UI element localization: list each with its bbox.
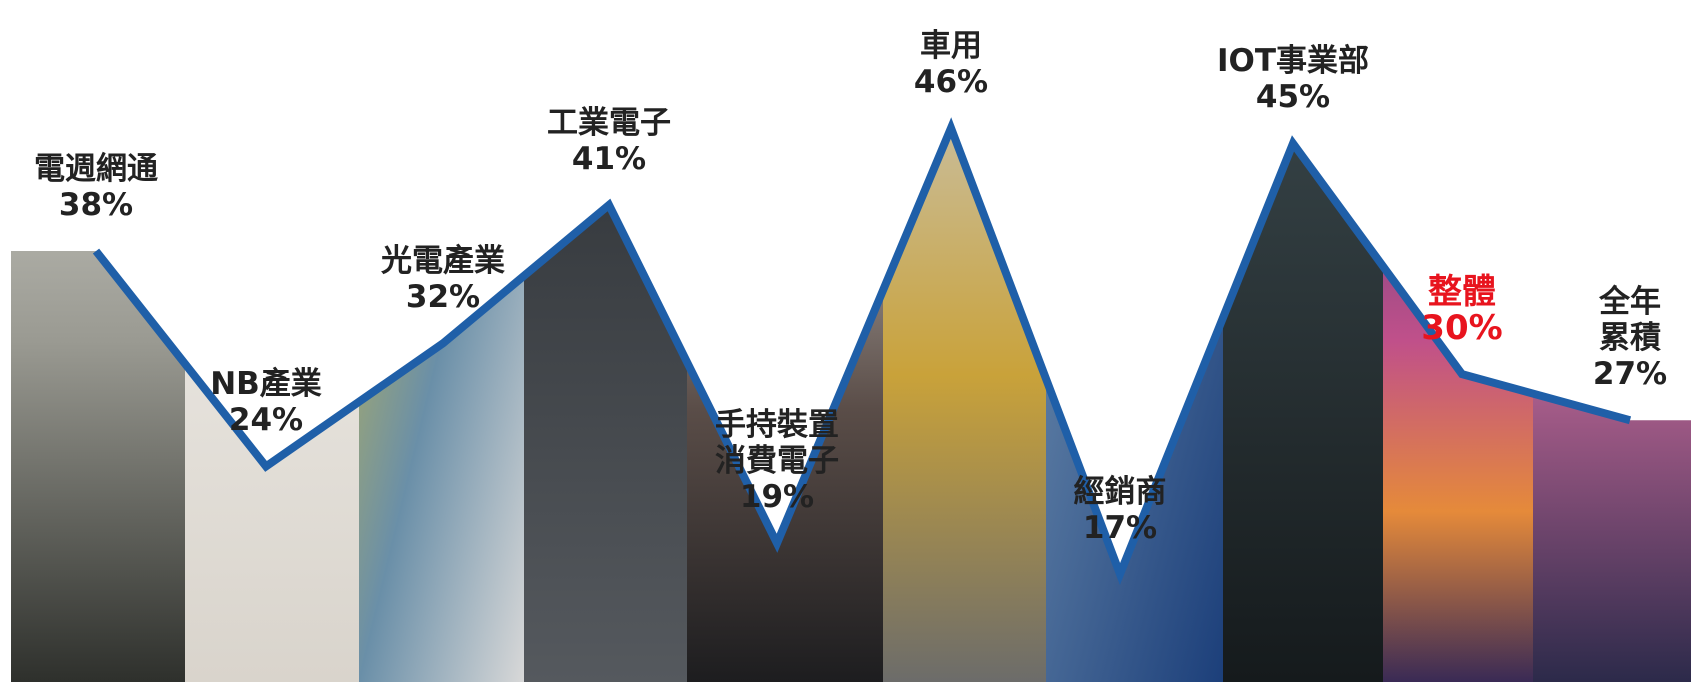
category-label: IOT事業部 [1216, 43, 1370, 80]
value-label: 24% [228, 402, 304, 439]
category-label: 手持裝置 消費電子 [715, 407, 839, 480]
category-label: 全年累積 [1598, 284, 1661, 357]
value-label: 46% [913, 64, 989, 101]
category-label: 電週網通 [34, 151, 158, 188]
data-label: NB產業 24% [210, 366, 322, 438]
value-label: 45% [1255, 79, 1331, 116]
trend-line [92, 117, 1632, 586]
data-label: 手持裝置 消費電子 19% [715, 407, 839, 515]
photo [1046, 128, 1223, 682]
data-label: 工業電子 41% [547, 105, 671, 177]
value-label: 32% [405, 279, 481, 316]
category-label: 經銷商 [1073, 474, 1167, 511]
data-label: 光電產業 32% [381, 243, 505, 315]
value-label: 30% [1421, 308, 1503, 349]
photo [185, 128, 359, 682]
category-label: NB產業 [210, 366, 322, 403]
category-label: 工業電子 [547, 104, 671, 141]
data-label: 全年累積 27% [1593, 284, 1667, 392]
photo [524, 128, 687, 682]
photo [883, 128, 1046, 682]
value-label: 17% [1082, 510, 1158, 547]
data-label: IOT事業部 45% [1217, 43, 1369, 115]
category-label: 車用 [919, 28, 982, 65]
value-label: 38% [58, 187, 134, 224]
data-label: 整體 30% [1421, 274, 1502, 346]
photo [11, 128, 185, 682]
category-label: 整體 [1427, 272, 1496, 313]
value-label: 27% [1592, 356, 1668, 393]
data-label: 經銷商 17% [1074, 474, 1167, 546]
value-label: 41% [571, 140, 647, 177]
data-label: 電週網通 38% [34, 151, 158, 223]
data-label: 車用 46% [914, 28, 988, 100]
category-label: 光電產業 [381, 243, 505, 280]
value-label: 19% [739, 479, 815, 516]
photo [687, 128, 883, 682]
